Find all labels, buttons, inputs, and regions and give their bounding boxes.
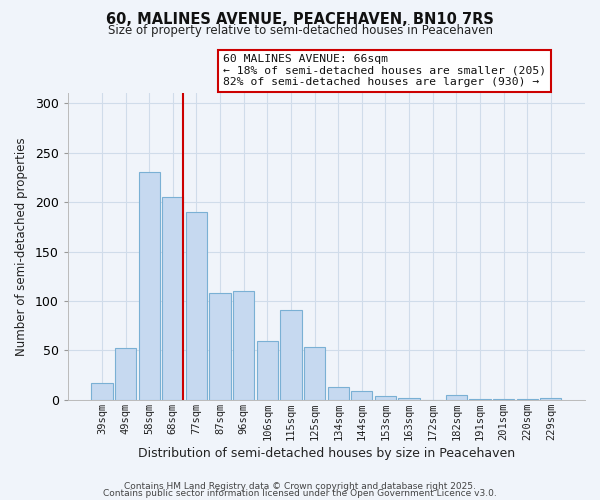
Bar — [162, 197, 184, 400]
Text: Contains HM Land Registry data © Crown copyright and database right 2025.: Contains HM Land Registry data © Crown c… — [124, 482, 476, 491]
Text: 60, MALINES AVENUE, PEACEHAVEN, BN10 7RS: 60, MALINES AVENUE, PEACEHAVEN, BN10 7RS — [106, 12, 494, 28]
Bar — [233, 291, 254, 400]
Bar — [115, 348, 136, 400]
Bar — [375, 396, 396, 400]
Y-axis label: Number of semi-detached properties: Number of semi-detached properties — [15, 138, 28, 356]
Bar — [351, 391, 373, 400]
Bar — [280, 310, 302, 400]
Bar — [540, 398, 562, 400]
Bar — [304, 348, 325, 400]
Bar — [91, 383, 113, 400]
Text: Size of property relative to semi-detached houses in Peacehaven: Size of property relative to semi-detach… — [107, 24, 493, 37]
Bar — [257, 342, 278, 400]
Bar — [398, 398, 420, 400]
Bar — [328, 387, 349, 400]
Bar — [469, 399, 491, 400]
Bar — [209, 293, 231, 400]
Text: 60 MALINES AVENUE: 66sqm
← 18% of semi-detached houses are smaller (205)
82% of : 60 MALINES AVENUE: 66sqm ← 18% of semi-d… — [223, 54, 546, 88]
Bar — [446, 395, 467, 400]
X-axis label: Distribution of semi-detached houses by size in Peacehaven: Distribution of semi-detached houses by … — [138, 447, 515, 460]
Text: Contains public sector information licensed under the Open Government Licence v3: Contains public sector information licen… — [103, 490, 497, 498]
Bar — [139, 172, 160, 400]
Bar — [493, 399, 514, 400]
Bar — [186, 212, 207, 400]
Bar — [517, 399, 538, 400]
